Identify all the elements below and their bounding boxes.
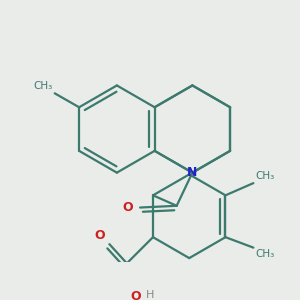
Text: O: O <box>130 290 141 300</box>
Text: O: O <box>94 230 105 242</box>
Text: CH₃: CH₃ <box>34 81 53 91</box>
Text: H: H <box>146 290 154 300</box>
Text: CH₃: CH₃ <box>255 171 274 182</box>
Text: O: O <box>122 201 133 214</box>
Text: CH₃: CH₃ <box>255 249 274 260</box>
Text: N: N <box>187 166 198 179</box>
